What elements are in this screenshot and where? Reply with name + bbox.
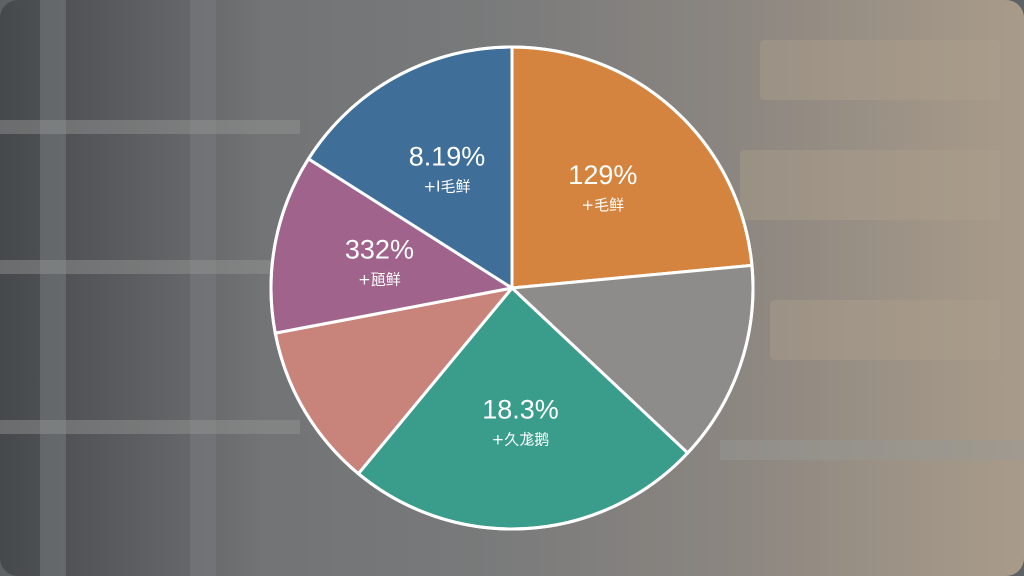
background-shelf-post: [40, 0, 66, 576]
background-shelf-beam: [0, 120, 300, 134]
background-shelf-beam: [0, 260, 300, 274]
background-shade-right: [724, 0, 1024, 576]
background-crate: [740, 150, 1000, 220]
background-crate: [770, 300, 1000, 360]
background-shelf-post: [190, 0, 216, 576]
slice-category-label: +瓸鲜: [358, 271, 401, 289]
background-shelf-beam: [720, 440, 1024, 460]
slice-percent-label: 129%: [568, 160, 637, 190]
slice-category-label: +I毛鲜: [423, 178, 470, 196]
slice-percent-label: 18.3%: [482, 395, 559, 425]
slice-percent-label: 332%: [345, 235, 414, 265]
slice-category-label: +毛鲜: [582, 196, 625, 214]
slice-percent-label: 8.19%: [409, 142, 486, 172]
background-crate: [760, 40, 1000, 100]
slice-category-label: +久尨鹅: [492, 431, 550, 449]
pie-outline: [269, 45, 755, 531]
background-shelf-beam: [0, 420, 300, 434]
